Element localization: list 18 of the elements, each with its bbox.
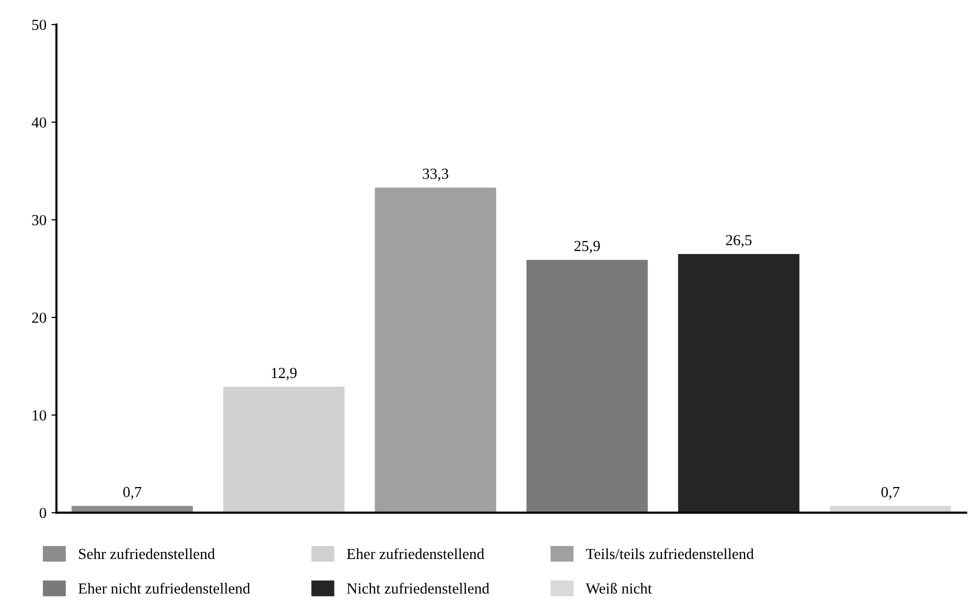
data-label: 25,9 xyxy=(574,240,600,254)
legend-label: Nicht zufriedenstellend xyxy=(346,582,490,594)
data-label: 0,7 xyxy=(123,486,142,500)
y-tick-label: 10 xyxy=(32,410,46,421)
legend-label: Weiß nicht xyxy=(586,582,652,594)
y-tick-label: 20 xyxy=(32,312,46,323)
data-label: 26,5 xyxy=(726,235,752,248)
y-tick-label: 40 xyxy=(32,117,46,128)
data-label: 33,3 xyxy=(422,168,448,182)
data-label: 0,7 xyxy=(881,486,900,500)
data-label: 12,9 xyxy=(272,368,297,380)
legend-label: Eher zufriedenstellend xyxy=(346,548,484,560)
legend-label: Eher nicht zufriedenstellend xyxy=(78,582,250,594)
y-tick-label: 30 xyxy=(32,214,46,226)
legend-label: Sehr zufriedenstellend xyxy=(79,548,215,560)
y-tick-label: 0 xyxy=(40,508,46,518)
legend-label: Teils/teils zufriedenstellend xyxy=(586,548,754,560)
y-tick-label: 50 xyxy=(32,20,46,30)
